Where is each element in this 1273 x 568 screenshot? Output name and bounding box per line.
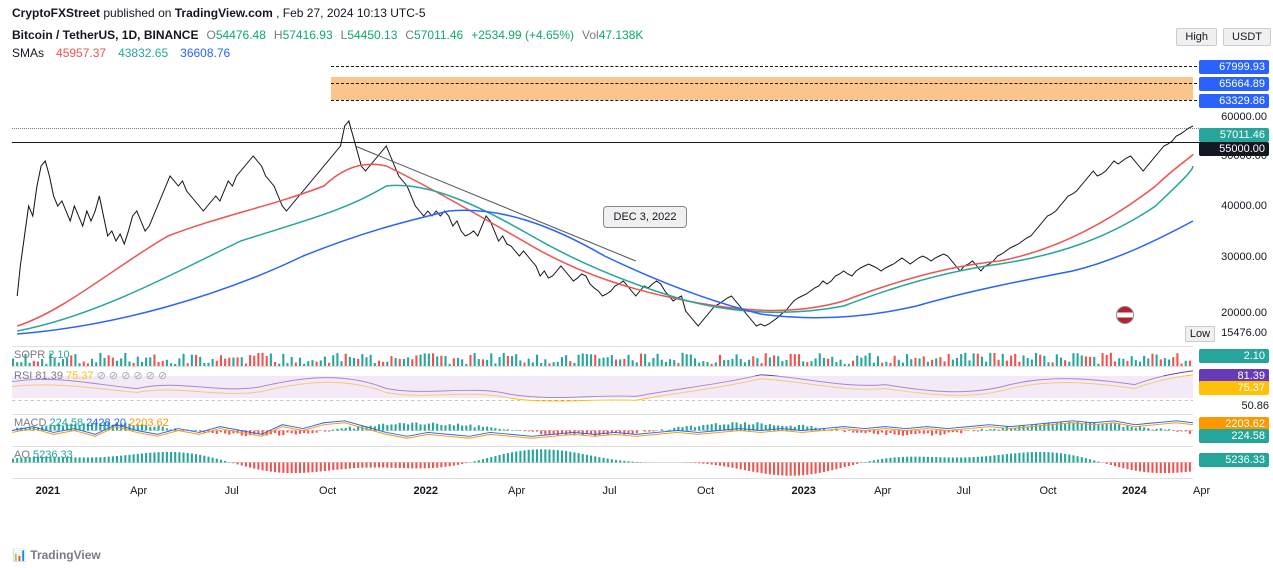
price-tick: 60000.00 [1197, 111, 1267, 123]
time-tick: Apr [874, 485, 891, 497]
price-svg [12, 66, 1193, 346]
price-badge: 63329.86 [1199, 94, 1269, 108]
time-tick: Apr [130, 485, 147, 497]
date-callout: DEC 3, 2022 [603, 206, 688, 228]
time-tick: Oct [697, 485, 714, 497]
time-tick: Jul [957, 485, 971, 497]
macd-svg [12, 415, 1193, 446]
price-badge: 55000.00 [1199, 142, 1269, 156]
top-badges: High USDT [1176, 28, 1271, 46]
price-tick: 40000.00 [1197, 200, 1267, 212]
time-tick: 2024 [1122, 485, 1146, 497]
symbol-name[interactable]: Bitcoin / TetherUS, 1D, BINANCE [12, 28, 198, 42]
tradingview-watermark[interactable]: TradingView [12, 548, 101, 562]
price-badge: 57011.46 [1199, 128, 1269, 142]
rsi-midline-label: 50.86 [1199, 400, 1269, 412]
time-tick: Oct [1039, 485, 1056, 497]
time-tick: Jul [225, 485, 239, 497]
time-tick: Apr [508, 485, 525, 497]
time-tick: Jul [603, 485, 617, 497]
symbol-info-bar: Bitcoin / TetherUS, 1D, BINANCE O54476.4… [0, 26, 1273, 44]
low-badge: Low15476.00 [1185, 326, 1269, 342]
ao-value-badge: 5236.33 [1199, 453, 1269, 467]
time-tick: Oct [319, 485, 336, 497]
time-tick: 2023 [791, 485, 815, 497]
time-tick: Apr [1193, 485, 1210, 497]
sopr-value-badge: 2.10 [1199, 349, 1269, 363]
time-axis[interactable]: 2021 Apr Jul Oct 2022 Apr Jul Oct 2023 Apr Jul Oct 2… [12, 478, 1193, 502]
rsi-panel[interactable]: RSI 81.39 75.37 ⊘ ⊘ ⊘ ⊘ ⊘ ⊘ 81.3975.37 5… [12, 366, 1193, 414]
price-tick: 30000.00 [1197, 251, 1267, 263]
price-badge: 67999.93 [1199, 60, 1269, 74]
main-price-chart[interactable]: High USDT DEC 3, 2022 60000.0050000.0040… [12, 66, 1193, 346]
sopr-panel[interactable]: SOPR 2.10 2.10 [12, 346, 1193, 366]
header-publish-info: CryptoFXStreet published on TradingView.… [0, 0, 1273, 26]
time-tick: 2021 [36, 485, 60, 497]
ao-bars [12, 447, 1193, 478]
price-tick: 20000.00 [1197, 307, 1267, 319]
usdt-badge: USDT [1223, 28, 1271, 46]
ao-panel[interactable]: AO 5236.33 5236.33 [12, 446, 1193, 478]
rsi-badge: 75.37 [1199, 381, 1269, 395]
sma-legend: SMAs 45957.37 43832.65 36608.76 [0, 44, 1273, 62]
news-flag-icon[interactable] [1116, 306, 1134, 324]
price-badge: 65664.89 [1199, 77, 1269, 91]
macd-badge: 224.58 [1199, 429, 1269, 443]
high-badge: High [1176, 28, 1217, 46]
sopr-bars [12, 347, 1193, 366]
price-axis[interactable]: 60000.0050000.0040000.0030000.0020000.00… [1195, 66, 1269, 346]
time-tick: 2022 [414, 485, 438, 497]
macd-panel[interactable]: MACD 224.58 2428.20 2203.62 2203.62224.5… [12, 414, 1193, 446]
